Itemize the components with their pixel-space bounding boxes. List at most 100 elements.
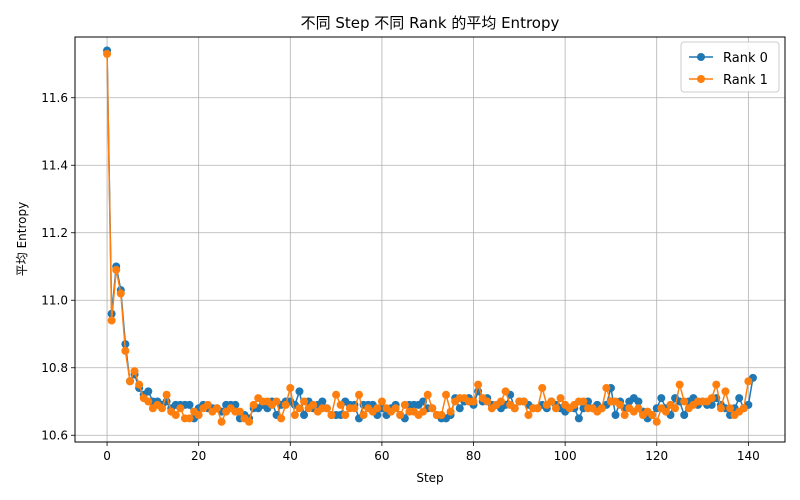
x-tick-label: 40 <box>283 449 298 463</box>
data-point <box>735 394 744 403</box>
data-point <box>322 404 331 413</box>
data-point <box>286 384 295 392</box>
data-point <box>112 265 121 274</box>
data-point <box>657 394 666 403</box>
y-tick-label: 11.2 <box>41 226 68 240</box>
data-point <box>469 397 478 406</box>
data-point <box>290 411 299 419</box>
legend-label: Rank 0 <box>723 51 768 66</box>
chart-title: 不同 Step 不同 Rank 的平均 Entropy <box>301 14 560 32</box>
y-tick-label: 10.8 <box>41 361 68 375</box>
data-point <box>744 377 753 386</box>
data-point <box>107 316 116 325</box>
data-point <box>103 49 112 58</box>
data-point <box>712 380 721 389</box>
data-point <box>171 411 180 419</box>
data-point <box>620 411 629 419</box>
data-point <box>130 367 139 376</box>
data-point <box>437 411 446 419</box>
data-point <box>309 400 318 409</box>
data-point <box>726 404 735 413</box>
data-point <box>501 387 510 396</box>
data-point <box>217 417 226 426</box>
data-point <box>121 346 130 355</box>
data-point <box>327 411 336 419</box>
data-point <box>524 411 533 419</box>
data-point <box>300 411 309 419</box>
data-point <box>519 397 528 406</box>
x-tick-label: 20 <box>191 449 206 463</box>
data-point <box>235 407 244 416</box>
plot-frame <box>74 36 786 443</box>
data-point <box>446 407 455 416</box>
data-point <box>634 397 643 406</box>
data-point <box>707 394 716 403</box>
data-point <box>162 390 171 399</box>
legend: Rank 0 Rank 1 <box>680 41 780 93</box>
x-tick-label: 100 <box>554 449 577 463</box>
data-point <box>602 384 611 392</box>
data-point <box>671 404 680 413</box>
data-point <box>373 404 382 413</box>
x-tick-label: 60 <box>374 449 389 463</box>
data-point <box>556 394 565 403</box>
data-point <box>377 397 386 406</box>
data-point <box>295 404 304 413</box>
data-point <box>185 414 194 423</box>
data-point <box>474 380 483 389</box>
y-tick-label: 10.6 <box>41 428 68 442</box>
data-point <box>203 400 212 409</box>
data-point <box>249 400 258 409</box>
x-axis-label: Step <box>416 471 443 485</box>
tick-layer: 0 20 40 60 80 100 120 140 10.6 10.8 11.0 11.2 11.4 11… <box>41 91 760 463</box>
x-tick-label: 80 <box>466 449 481 463</box>
y-tick-label: 11.0 <box>41 293 68 307</box>
data-point <box>245 417 254 426</box>
data-point <box>116 289 125 298</box>
x-tick-label: 120 <box>645 449 668 463</box>
data-point <box>510 404 519 413</box>
y-tick-label: 11.4 <box>41 158 68 172</box>
data-point <box>547 397 556 406</box>
data-point <box>391 404 400 413</box>
data-point <box>144 397 153 406</box>
data-point <box>396 411 405 419</box>
data-point <box>455 404 464 413</box>
data-point <box>533 404 542 413</box>
y-axis-label: 平均 Entropy <box>15 202 29 276</box>
data-point <box>574 414 583 423</box>
series-1 <box>103 49 753 426</box>
data-point <box>616 400 625 409</box>
data-point <box>497 397 505 406</box>
data-point <box>355 390 363 399</box>
data-point <box>400 400 409 409</box>
data-point <box>538 384 547 392</box>
data-point <box>716 404 725 413</box>
data-point <box>675 380 684 389</box>
data-point <box>185 400 194 409</box>
grid-layer <box>75 37 785 442</box>
data-point <box>680 411 689 419</box>
data-point <box>483 397 492 406</box>
y-tick-label: 11.6 <box>41 91 68 105</box>
data-point <box>739 404 748 413</box>
legend-label: Rank 1 <box>723 73 768 88</box>
data-point <box>442 390 451 399</box>
data-point <box>341 411 350 419</box>
data-point <box>611 411 620 419</box>
data-point <box>336 400 345 409</box>
data-point <box>135 380 144 389</box>
data-point <box>652 417 661 426</box>
data-point <box>597 404 606 413</box>
data-point <box>661 407 670 416</box>
legend-swatch-marker <box>697 53 705 61</box>
data-point <box>648 411 657 419</box>
data-point <box>213 404 221 413</box>
data-point <box>428 404 437 413</box>
data-point <box>634 404 643 413</box>
data-point <box>332 390 341 399</box>
data-point <box>551 404 560 413</box>
data-point <box>579 397 588 406</box>
